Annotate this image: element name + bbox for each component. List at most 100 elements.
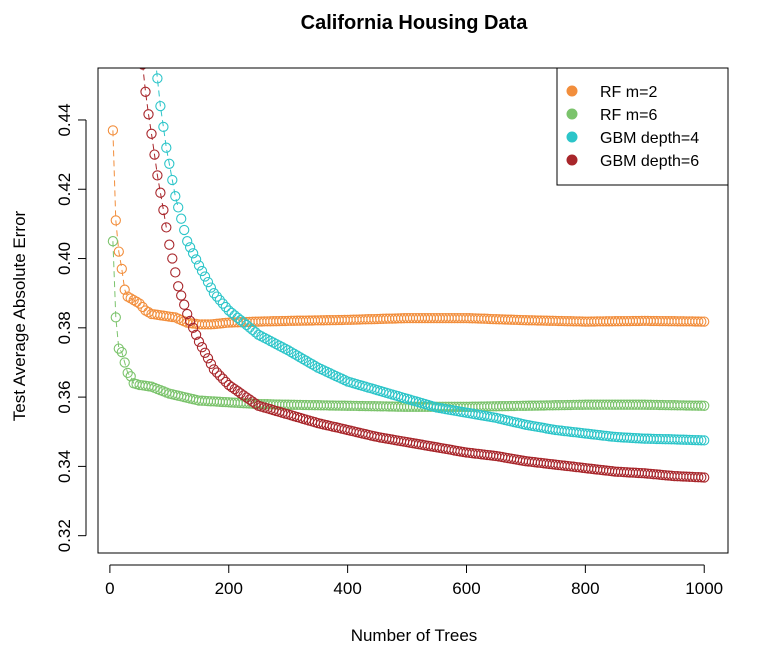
x-tick-label: 800 [571, 579, 599, 598]
axes: 0 200 400 600 800 1000 0.32 0.34 0.36 0.38 0.40 0.4… [55, 103, 723, 598]
data-point [696, 472, 707, 483]
data-point [283, 345, 294, 356]
x-tick-label: 600 [452, 579, 480, 598]
legend-marker [566, 131, 578, 143]
data-point [170, 267, 181, 278]
data-point [187, 322, 199, 333]
data-point [196, 265, 208, 277]
data-point [265, 335, 276, 347]
data-point [119, 357, 130, 368]
y-tick-label: 0.40 [55, 242, 74, 275]
x-axis-label: Number of Trees [351, 626, 478, 645]
data-point [155, 187, 166, 198]
data-point [161, 222, 172, 233]
data-point [158, 204, 169, 216]
data-point [150, 46, 159, 55]
data-point [253, 329, 264, 340]
x-tick-label: 0 [105, 579, 114, 598]
data-point [140, 305, 151, 316]
data-point [128, 294, 139, 306]
data-point [277, 342, 288, 353]
data-point [170, 191, 181, 202]
legend-label: RF m=2 [600, 84, 657, 101]
data-point [256, 331, 267, 342]
x-tick-label: 200 [215, 579, 243, 598]
series-rf-m-2 [107, 125, 710, 330]
data-point [205, 358, 217, 370]
legend-label: GBM depth=4 [600, 130, 699, 147]
data-point [286, 346, 297, 358]
data-point [122, 291, 133, 302]
data-point [268, 337, 279, 348]
data-point [288, 348, 300, 359]
data-point [146, 128, 157, 139]
data-point [113, 246, 124, 257]
y-tick-label: 0.36 [55, 381, 74, 414]
data-point [306, 359, 318, 370]
data-point [173, 202, 184, 213]
data-point [291, 350, 303, 361]
data-point [164, 239, 175, 250]
data-point [250, 398, 261, 409]
data-point [220, 376, 231, 388]
data-point [235, 315, 246, 326]
data-point [294, 352, 306, 363]
y-tick-label: 0.44 [55, 103, 74, 136]
data-point [161, 142, 172, 153]
data-point [107, 125, 119, 136]
data-point [176, 213, 187, 224]
data-point [211, 367, 223, 378]
data-point [226, 307, 237, 319]
data-point [211, 291, 223, 302]
series-gbm-depth-6 [138, 68, 710, 483]
data-point [193, 260, 205, 271]
data-point [122, 367, 133, 379]
data-point [152, 170, 163, 181]
data-point [214, 294, 225, 306]
plot-marks [107, 46, 710, 483]
data-point [217, 298, 228, 309]
data-point [699, 435, 710, 446]
chart-title: California Housing Data [301, 12, 529, 34]
x-tick-label: 1000 [685, 579, 723, 598]
data-point [300, 355, 312, 366]
data-point [271, 338, 282, 350]
data-point [208, 288, 220, 299]
data-point [262, 334, 273, 345]
data-point [693, 316, 704, 327]
legend: RF m=2 RF m=6 GBM depth=4 GBM depth=6 [556, 67, 729, 186]
y-tick-label: 0.32 [55, 519, 74, 552]
data-point [152, 73, 163, 84]
data-point [693, 472, 704, 483]
data-point [208, 364, 220, 375]
data-point [244, 322, 255, 333]
series-connector [155, 68, 179, 208]
data-point [193, 336, 205, 347]
data-point [110, 215, 121, 226]
data-point [199, 271, 211, 282]
data-point [167, 311, 178, 323]
data-point [138, 68, 147, 70]
data-point [113, 343, 124, 354]
data-point [107, 236, 119, 247]
data-point [134, 298, 145, 309]
data-point [184, 242, 196, 253]
data-point [173, 281, 184, 292]
data-point [179, 224, 190, 236]
x-tick-label: 400 [333, 579, 361, 598]
data-point [309, 360, 321, 372]
data-point [699, 316, 710, 327]
y-tick-label: 0.42 [55, 173, 74, 206]
data-point [205, 282, 217, 293]
data-point [182, 308, 193, 320]
y-axis-label: Test Average Absolute Error [10, 210, 29, 421]
data-point [303, 357, 315, 368]
data-point [131, 296, 142, 307]
data-point [149, 149, 160, 160]
data-point [187, 248, 199, 259]
legend-label: GBM depth=6 [600, 153, 699, 170]
data-point [119, 284, 130, 295]
series-connector [142, 68, 167, 228]
data-point [190, 329, 202, 340]
